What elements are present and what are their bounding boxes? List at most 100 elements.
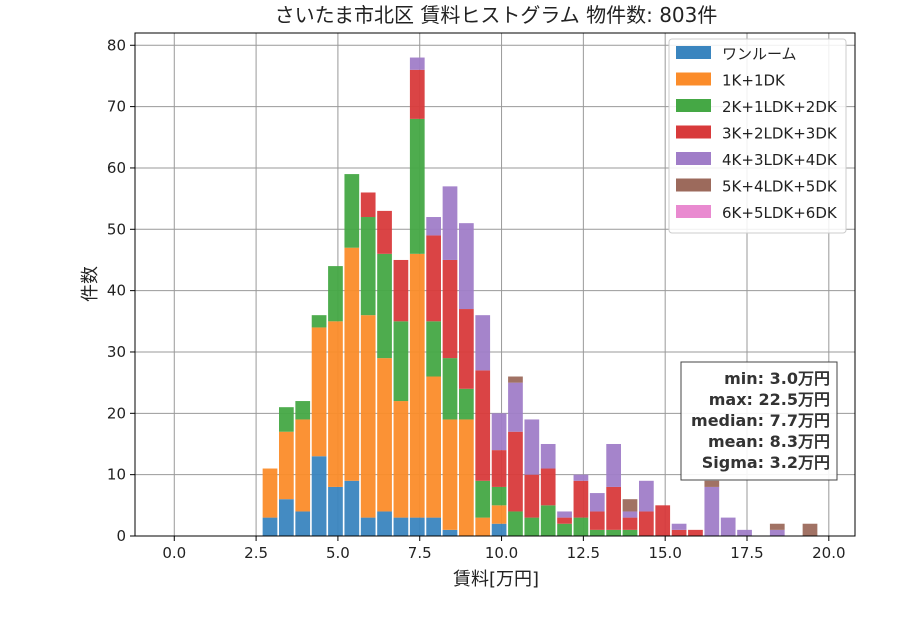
bar-3-bin-20 <box>589 511 605 530</box>
x-tick-label: 17.5 <box>730 544 763 562</box>
bar-1-bin-10 <box>426 376 441 518</box>
legend-swatch-4 <box>676 152 711 165</box>
bar-1-bin-12 <box>459 419 474 536</box>
bar-2-bin-22 <box>622 529 638 536</box>
stats-line-0: min: 3.0万円 <box>724 369 830 388</box>
bar-1-bin-9 <box>409 253 425 518</box>
bar-2-bin-14 <box>491 486 507 506</box>
bar-1-bin-13 <box>475 517 491 536</box>
chart-title: さいたま市北区 賃料ヒストグラム 物件数: 803件 <box>275 3 718 27</box>
bar-4-bin-29 <box>737 529 752 536</box>
legend-swatch-2 <box>676 99 711 112</box>
bar-1-bin-6 <box>360 315 376 518</box>
bar-2-bin-5 <box>344 174 360 248</box>
bar-2-bin-8 <box>393 321 409 402</box>
legend-label-6: 6K+5LDK+6DK <box>722 204 838 222</box>
bar-2-bin-11 <box>442 358 458 420</box>
legend-label-3: 3K+2LDK+3DK <box>722 125 838 143</box>
bar-0-bin-7 <box>377 511 392 536</box>
bar-4-bin-21 <box>606 443 621 487</box>
bar-4-bin-18 <box>557 511 572 518</box>
bar-2-bin-1 <box>279 407 294 432</box>
bar-4-bin-22 <box>622 511 638 518</box>
bar-2-bin-4 <box>328 266 343 322</box>
bar-3-bin-23 <box>639 511 654 536</box>
bar-3-bin-7 <box>377 210 392 254</box>
bar-1-bin-5 <box>344 247 360 481</box>
bar-3-bin-17 <box>540 468 556 506</box>
x-tick-label: 20.0 <box>812 544 845 562</box>
bar-4-bin-31 <box>769 529 785 536</box>
x-tick-label: 5.0 <box>326 544 350 562</box>
bar-1-bin-11 <box>442 419 458 530</box>
bar-4-bin-13 <box>475 315 491 371</box>
bar-4-bin-9 <box>409 57 425 70</box>
bar-0-bin-8 <box>393 517 409 536</box>
bar-3-bin-21 <box>606 486 621 530</box>
bar-0-bin-11 <box>442 529 458 536</box>
x-tick-label: 2.5 <box>244 544 268 562</box>
bar-2-bin-2 <box>295 401 311 420</box>
bar-0-bin-1 <box>279 499 294 536</box>
bar-0-bin-10 <box>426 517 441 536</box>
y-tick-label: 50 <box>107 220 126 238</box>
bar-3-bin-12 <box>459 309 474 389</box>
bar-4-bin-10 <box>426 217 441 236</box>
bar-0-bin-0 <box>262 517 278 536</box>
bar-3-bin-22 <box>622 517 638 530</box>
legend-swatch-0 <box>676 46 711 59</box>
bar-3-bin-19 <box>573 480 589 518</box>
y-axis-title: 件数 <box>80 266 101 302</box>
x-tick-label: 15.0 <box>648 544 681 562</box>
x-tick-label: 10.0 <box>485 544 518 562</box>
stats-line-4: Sigma: 3.2万円 <box>702 453 830 472</box>
bar-5-bin-27 <box>704 480 720 487</box>
bar-0-bin-2 <box>295 511 311 536</box>
bar-1-bin-3 <box>311 327 327 457</box>
bar-1-bin-1 <box>279 431 294 500</box>
bar-0-bin-14 <box>491 523 507 536</box>
stats-box-frame <box>680 361 838 481</box>
legend-swatch-1 <box>676 72 711 86</box>
bar-4-bin-17 <box>540 443 556 469</box>
y-tick-label: 10 <box>107 466 126 484</box>
bar-0-bin-9 <box>409 517 425 536</box>
legend-label-2: 2K+1LDK+2DK <box>722 98 838 116</box>
bars <box>262 57 818 536</box>
y-tick-label: 60 <box>107 159 126 177</box>
bar-1-bin-8 <box>393 401 409 518</box>
legend-swatch-6 <box>676 205 711 218</box>
bar-3-bin-15 <box>508 431 523 512</box>
bar-3-bin-14 <box>491 450 507 487</box>
bar-2-bin-10 <box>426 321 441 377</box>
x-axis-title: 賃料[万円] <box>453 569 539 590</box>
legend-label-0: ワンルーム <box>722 45 797 63</box>
bar-0-bin-3 <box>311 456 327 536</box>
bar-1-bin-14 <box>491 505 507 524</box>
bar-4-bin-23 <box>639 480 654 512</box>
bar-1-bin-2 <box>295 419 311 512</box>
stats-line-2: median: 7.7万円 <box>691 411 830 430</box>
bar-4-bin-15 <box>508 382 523 432</box>
bar-2-bin-21 <box>606 529 621 536</box>
bar-3-bin-24 <box>655 505 671 536</box>
y-tick-label: 0 <box>116 527 126 545</box>
plot-frame <box>134 32 856 537</box>
y-tick-label: 80 <box>107 36 126 54</box>
bar-1-bin-4 <box>328 321 343 487</box>
bar-2-bin-15 <box>508 511 523 536</box>
bar-4-bin-12 <box>459 223 474 310</box>
bar-3-bin-26 <box>688 529 703 536</box>
bar-4-bin-20 <box>589 493 605 512</box>
bar-4-bin-28 <box>720 517 736 536</box>
legend-label-1: 1K+1DK <box>722 72 786 90</box>
legend-swatch-3 <box>676 125 711 139</box>
bar-4-bin-14 <box>491 413 507 451</box>
y-tick-label: 40 <box>107 282 126 300</box>
x-ticks: 0.0 2.5 5.0 7.5 10.0 12.5 15.0 17.5 20.0 <box>162 536 846 562</box>
x-tick-label: 12.5 <box>567 544 600 562</box>
bar-2-bin-6 <box>360 217 376 316</box>
bar-4-bin-19 <box>573 474 589 481</box>
y-tick-label: 20 <box>107 404 126 422</box>
